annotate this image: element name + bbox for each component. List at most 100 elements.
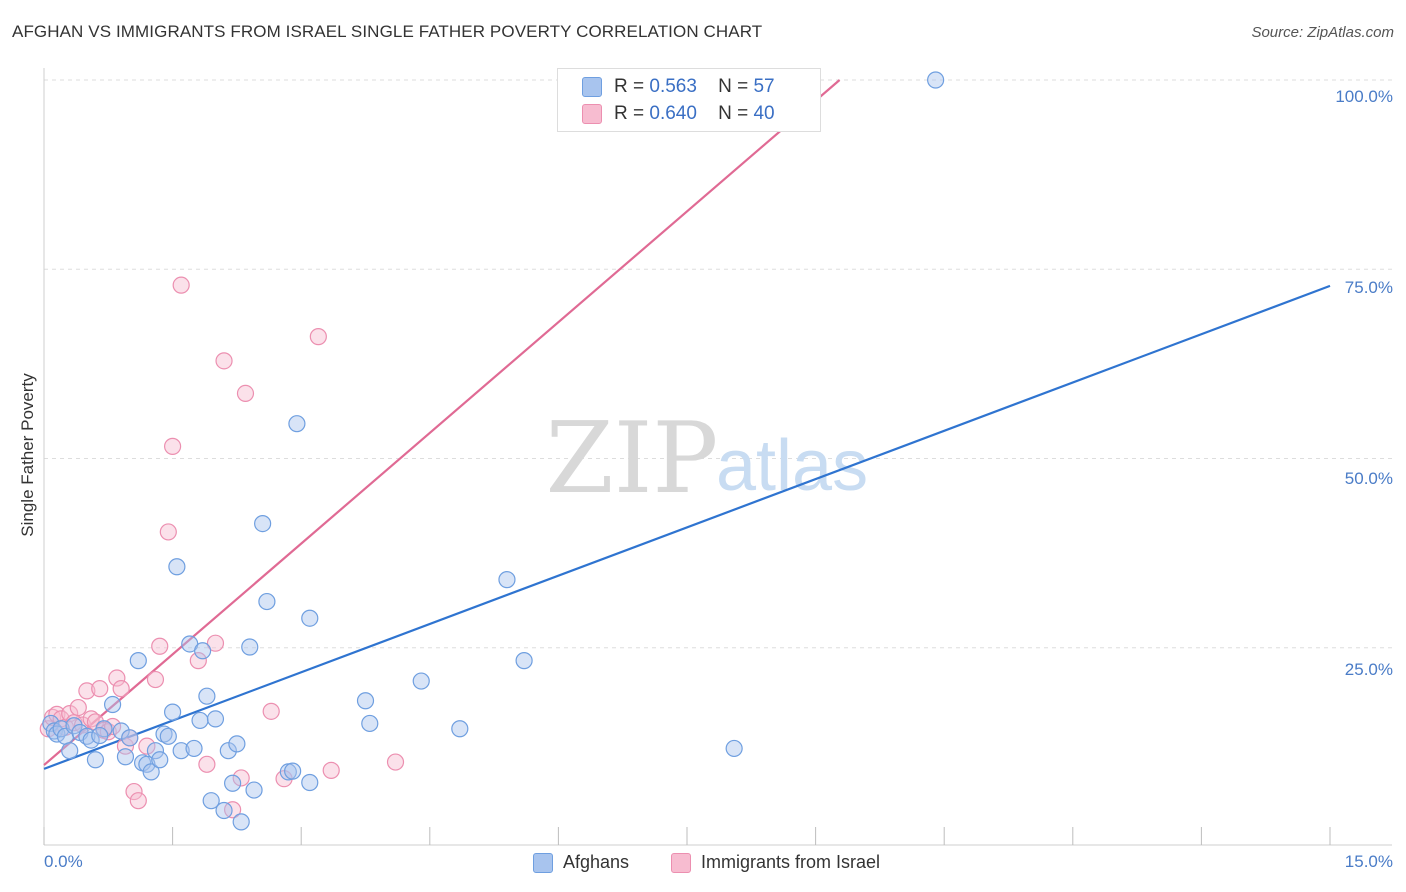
point-afghans (361, 714, 379, 733)
afghans-r-value: 0.563 (649, 76, 697, 97)
point-israel (198, 755, 216, 773)
israel-swatch (582, 104, 602, 124)
israel-n-label: N = (718, 103, 749, 124)
point-israel (146, 670, 165, 689)
point-israel (215, 352, 233, 370)
point-israel (112, 680, 130, 698)
point-afghans (194, 642, 212, 660)
point-israel (129, 792, 147, 810)
legend-row-israel: R = 0.640 N = 40 (582, 101, 775, 127)
correlation-legend: R = 0.563 N = 57 R = 0.640 N = 40 (557, 68, 821, 132)
point-israel (206, 634, 225, 652)
point-israel (386, 753, 405, 771)
point-afghans (356, 692, 375, 710)
point-afghans (232, 813, 250, 831)
point-afghans (725, 739, 743, 758)
point-afghans (301, 609, 319, 627)
legend-row-afghans: R = 0.563 N = 57 (582, 74, 775, 100)
point-afghans (61, 742, 79, 760)
afghans-swatch (582, 77, 602, 97)
point-israel (224, 801, 242, 819)
israel-legend-label: Immigrants from Israel (701, 852, 881, 872)
point-afghans (198, 687, 216, 705)
point-israel (322, 761, 340, 779)
afghans-n-value: 57 (753, 76, 775, 97)
point-afghans (45, 722, 63, 740)
point-israel (69, 698, 87, 717)
point-afghans (515, 652, 533, 670)
point-afghans (151, 751, 169, 769)
watermark-atlas: atlas (716, 426, 868, 506)
afghans-legend-swatch (533, 852, 553, 873)
x-tick-label-max: 15.0% (1344, 852, 1393, 871)
chart-title: AFGHAN VS IMMIGRANTS FROM ISRAEL SINGLE … (12, 22, 763, 41)
data-points (39, 71, 945, 831)
point-afghans (215, 801, 233, 820)
afghans-n-label: N = (718, 76, 749, 97)
point-afghans (254, 515, 272, 533)
y-tick-label-100: 100.0% (1335, 87, 1393, 106)
legend-item-afghans: Afghans (533, 852, 629, 873)
point-afghans (224, 774, 242, 792)
point-afghans (82, 731, 100, 749)
point-afghans (164, 703, 182, 721)
watermark: ZIP atlas (546, 402, 868, 516)
point-afghans (146, 742, 165, 760)
trend-lines (43, 79, 1331, 770)
point-afghans (301, 773, 319, 792)
y-tick-label-50: 50.0% (1344, 469, 1393, 488)
afghans-legend-label: Afghans (563, 852, 630, 872)
point-israel (108, 669, 126, 687)
point-afghans (412, 672, 430, 690)
point-afghans (258, 592, 276, 611)
point-afghans (129, 652, 147, 670)
point-israel (138, 737, 156, 755)
point-afghans (185, 739, 203, 758)
point-afghans (91, 726, 109, 745)
israel-n-value: 40 (753, 103, 775, 124)
point-israel (164, 437, 182, 455)
point-afghans (112, 722, 130, 740)
point-israel (189, 652, 207, 670)
point-afghans (498, 571, 516, 589)
point-afghans (65, 717, 83, 735)
point-afghans (245, 781, 263, 799)
point-israel (78, 682, 96, 700)
point-afghans (206, 710, 225, 728)
point-afghans (228, 735, 246, 753)
x-tick-label-min: 0.0% (44, 852, 83, 871)
point-israel (125, 782, 143, 801)
y-tick-label-25: 25.0% (1344, 660, 1393, 679)
israel-r-label: R = (614, 103, 645, 124)
point-afghans (168, 558, 186, 576)
y-tick-label-75: 75.0% (1344, 278, 1393, 297)
point-afghans (241, 638, 259, 656)
point-afghans (219, 742, 237, 760)
point-afghans (284, 762, 302, 780)
point-israel (236, 384, 255, 402)
point-afghans (202, 792, 220, 810)
trend-line-israel (43, 79, 841, 766)
point-israel (172, 276, 190, 294)
trend-line-afghans (43, 284, 1331, 770)
point-israel (309, 328, 327, 346)
source-label: Source: ZipAtlas.com (1251, 24, 1394, 41)
afghans-r-label: R = (614, 76, 645, 97)
point-afghans (86, 751, 105, 769)
point-israel (262, 702, 280, 720)
point-israel (151, 637, 169, 655)
legend-item-israel: Immigrants from Israel (671, 852, 880, 873)
point-afghans (116, 748, 135, 766)
point-afghans (927, 71, 945, 89)
point-afghans (451, 720, 469, 738)
point-afghans (121, 729, 139, 747)
israel-r-value: 0.640 (649, 103, 697, 124)
point-afghans (103, 695, 122, 714)
point-israel (232, 769, 250, 787)
point-afghans (159, 727, 177, 745)
point-israel (91, 680, 109, 698)
israel-legend-swatch (671, 852, 691, 873)
point-afghans (172, 742, 190, 760)
gridlines (44, 79, 1392, 649)
